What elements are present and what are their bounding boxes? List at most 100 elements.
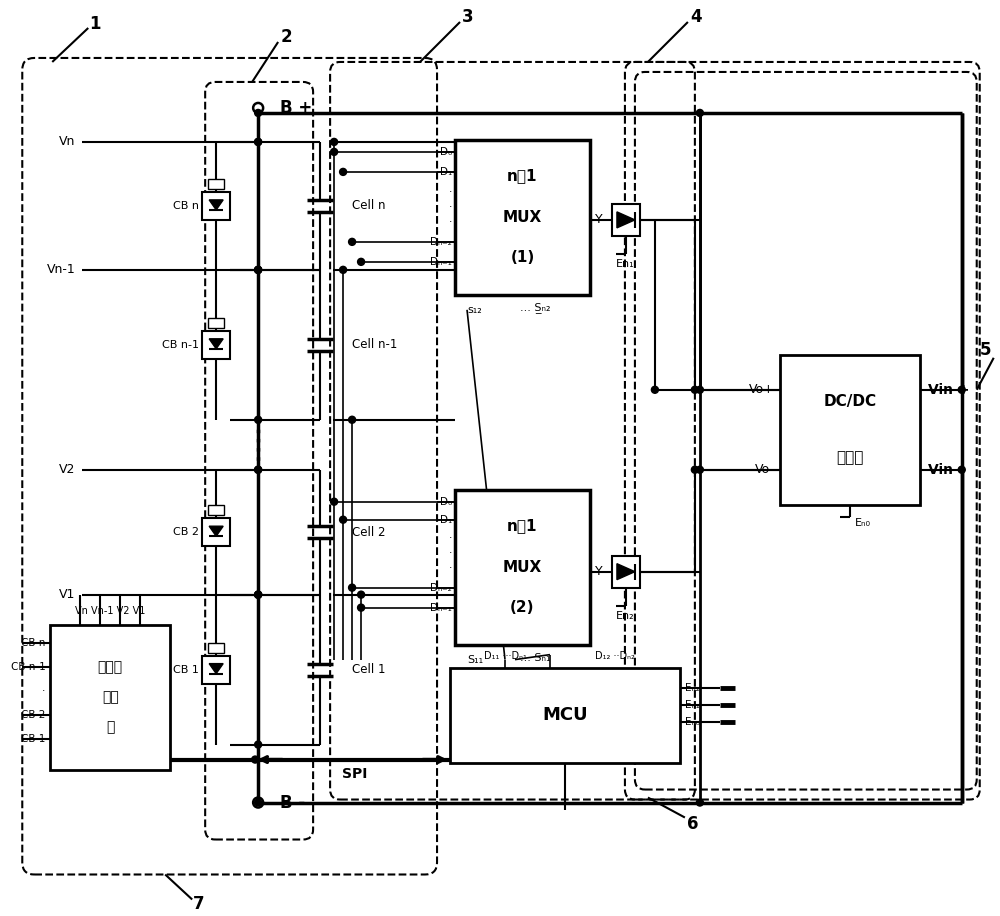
Bar <box>202 191 230 220</box>
Circle shape <box>331 138 338 146</box>
Circle shape <box>255 466 262 474</box>
Circle shape <box>349 238 356 245</box>
Circle shape <box>349 416 356 423</box>
Bar <box>50 625 170 769</box>
Text: S₁₁: S₁₁ <box>467 655 483 665</box>
Text: Vo+: Vo+ <box>749 383 775 397</box>
Circle shape <box>651 387 658 393</box>
Text: D₁₂ ··Dₙ₂: D₁₂ ··Dₙ₂ <box>595 650 635 660</box>
Bar <box>208 179 224 189</box>
Bar <box>450 668 680 762</box>
Text: ·: · <box>449 562 452 572</box>
Text: CB n: CB n <box>173 201 199 211</box>
Text: ·: · <box>449 202 452 212</box>
Text: Dₙ₋₂: Dₙ₋₂ <box>430 237 452 246</box>
Circle shape <box>255 109 262 116</box>
Circle shape <box>691 466 698 474</box>
Circle shape <box>358 605 365 611</box>
Circle shape <box>691 387 698 393</box>
Text: D₀: D₀ <box>440 496 452 507</box>
Text: CB 2: CB 2 <box>173 528 199 537</box>
Text: Vin +: Vin + <box>928 383 969 397</box>
Text: CB n-1: CB n-1 <box>162 340 199 350</box>
Text: n选1: n选1 <box>507 518 538 533</box>
Polygon shape <box>617 563 635 580</box>
Circle shape <box>255 138 262 146</box>
Text: Eₙ₂: Eₙ₂ <box>685 682 700 692</box>
Bar <box>455 490 590 645</box>
Circle shape <box>255 591 262 598</box>
Text: ·: · <box>449 187 452 197</box>
Bar <box>208 643 224 652</box>
Circle shape <box>255 138 262 146</box>
Polygon shape <box>617 212 635 228</box>
Text: MUX: MUX <box>503 210 542 224</box>
Text: (1): (1) <box>510 250 535 265</box>
Circle shape <box>349 584 356 591</box>
Polygon shape <box>209 339 223 349</box>
Text: SPI: SPI <box>342 767 368 780</box>
Circle shape <box>331 148 338 156</box>
Text: DC/DC: DC/DC <box>823 394 876 409</box>
Bar <box>612 556 640 588</box>
Text: CB 1: CB 1 <box>21 734 45 744</box>
Circle shape <box>255 267 262 273</box>
Text: 4: 4 <box>690 8 702 26</box>
Text: D₁: D₁ <box>440 167 452 177</box>
Circle shape <box>696 109 703 116</box>
Bar <box>208 318 224 328</box>
Circle shape <box>255 799 262 806</box>
Text: 片: 片 <box>106 720 114 734</box>
Text: Y: Y <box>595 213 603 226</box>
Text: Cell 1: Cell 1 <box>352 663 386 676</box>
Text: 5: 5 <box>980 341 992 359</box>
Text: Vn-1: Vn-1 <box>46 263 75 277</box>
Text: En₂: En₂ <box>616 611 635 621</box>
Text: Vn: Vn <box>59 136 75 148</box>
Text: (2): (2) <box>510 600 535 615</box>
Text: 转换器: 转换器 <box>836 451 863 465</box>
Polygon shape <box>209 526 223 536</box>
Circle shape <box>255 267 262 273</box>
Bar <box>455 140 590 295</box>
Text: D₁: D₁ <box>440 515 452 525</box>
Text: ... Sₙ₁: ... Sₙ₁ <box>520 652 550 662</box>
Text: 3: 3 <box>462 8 474 26</box>
Text: Dₙ₋₂: Dₙ₋₂ <box>430 583 452 593</box>
Text: Dₙ₋₁: Dₙ₋₁ <box>430 603 452 613</box>
Text: Cell n: Cell n <box>352 200 386 213</box>
Circle shape <box>255 267 262 273</box>
Circle shape <box>255 416 262 423</box>
Bar <box>202 656 230 683</box>
Polygon shape <box>209 200 223 210</box>
Circle shape <box>358 591 365 598</box>
Text: En₁: En₁ <box>616 259 635 269</box>
Text: MUX: MUX <box>503 560 542 574</box>
Text: Vo-: Vo- <box>755 463 775 476</box>
Text: Vin -: Vin - <box>928 463 963 476</box>
Text: ... S̲ₙ₂: ... S̲ₙ₂ <box>520 302 550 313</box>
Text: 1: 1 <box>89 15 101 33</box>
Text: n选1: n选1 <box>507 168 538 183</box>
Circle shape <box>696 466 703 474</box>
Text: Eₙ₀: Eₙ₀ <box>855 518 871 528</box>
Text: 制芯: 制芯 <box>102 690 119 704</box>
Circle shape <box>331 498 338 506</box>
Text: Eₙ₀: Eₙ₀ <box>685 716 700 726</box>
Text: CB 2: CB 2 <box>21 710 45 720</box>
Text: 2: 2 <box>280 28 292 46</box>
Bar <box>202 331 230 359</box>
Circle shape <box>252 756 259 763</box>
Text: s₁₂: s₁₂ <box>467 305 482 315</box>
Text: Y: Y <box>595 565 603 578</box>
Text: ·: · <box>449 533 452 542</box>
Text: Cell 2: Cell 2 <box>352 526 386 539</box>
Text: 6: 6 <box>687 814 699 833</box>
Bar <box>612 204 640 235</box>
Text: Dₙ₋₁: Dₙ₋₁ <box>430 256 452 267</box>
Circle shape <box>340 169 347 175</box>
Circle shape <box>696 799 703 806</box>
Circle shape <box>696 387 703 393</box>
Circle shape <box>340 267 347 273</box>
Circle shape <box>255 466 262 474</box>
